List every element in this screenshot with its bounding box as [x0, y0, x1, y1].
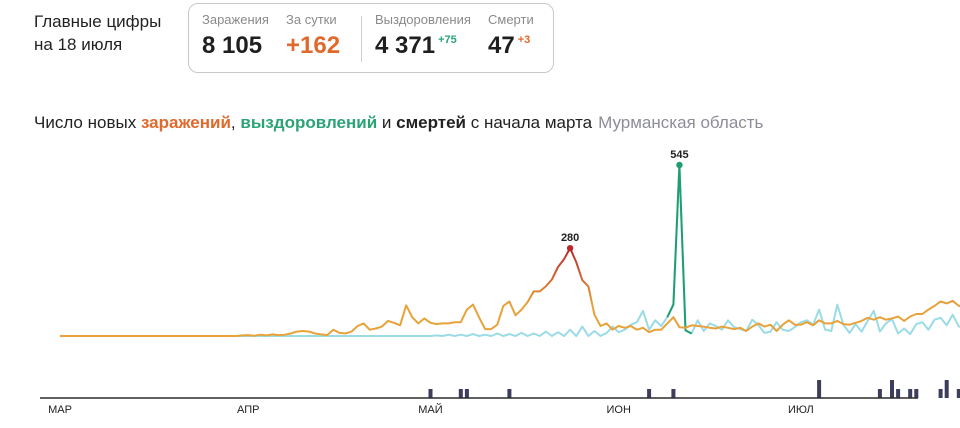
deaths-bar: [458, 389, 463, 398]
stats-divider: [361, 16, 362, 62]
stat-infections: Заражения 8 105: [202, 12, 269, 60]
peak-marker: [566, 244, 574, 252]
stat-deaths-value: 47: [488, 32, 515, 59]
deaths-bar: [956, 389, 960, 398]
deaths-bar: [890, 380, 894, 398]
series-infections-line: [60, 247, 960, 337]
deaths-bar: [877, 389, 882, 398]
covid-chart: МАРАПРМАЙИОНИЮЛ280545162753: [40, 149, 960, 416]
stat-recoveries: Выздоровления 4 371 +75: [375, 12, 471, 60]
chart-title-suffix: с начала марта: [466, 113, 593, 132]
stats-panel: Заражения 8 105 За сутки +162 Выздоровле…: [188, 3, 554, 73]
headline-title: Главные цифры: [34, 12, 162, 31]
deaths-bar: [908, 389, 913, 398]
stat-recoveries-row: 4 371 +75: [375, 32, 471, 60]
deaths-bar: [671, 389, 676, 398]
peak-label: 545: [670, 149, 688, 161]
deaths-bar: [938, 389, 943, 398]
x-tick-label: МАР: [48, 404, 72, 416]
deaths-bar: [817, 380, 822, 398]
x-tick-label: МАЙ: [418, 403, 442, 416]
stat-deaths-delta: +3: [517, 34, 531, 46]
region-label: Мурманская область: [598, 113, 764, 132]
headline: Главные цифры на 18 июля: [34, 10, 161, 56]
deaths-bar: [464, 389, 469, 398]
deaths-bar: [428, 389, 433, 398]
headline-date: на 18 июля: [34, 35, 123, 54]
x-tick-label: ИОН: [607, 404, 631, 416]
chart-title: Число новых заражений, выздоровлений и с…: [34, 113, 763, 133]
chart-title-sep2: и: [377, 113, 397, 132]
stat-deaths: Смерти 47 +3: [488, 12, 534, 60]
x-tick-label: АПР: [237, 404, 259, 416]
chart-title-sep1: ,: [230, 113, 241, 132]
stat-deaths-row: 47 +3: [488, 32, 534, 60]
stat-infections-label: Заражения: [202, 12, 269, 27]
deaths-bar: [647, 389, 652, 398]
deaths-bar: [944, 380, 949, 398]
deaths-bar: [896, 389, 901, 398]
stat-recoveries-delta: +75: [438, 34, 457, 46]
chart-title-infections: заражений: [140, 113, 231, 132]
deaths-bar: [507, 389, 512, 398]
series-recoveries-peak: [666, 164, 693, 335]
stat-infections-value: 8 105: [202, 32, 263, 59]
chart-title-prefix: Число новых: [34, 113, 141, 132]
peak-label: 280: [561, 232, 579, 244]
stat-deaths-label: Смерти: [488, 12, 534, 27]
chart-title-recoveries: выздоровлений: [240, 113, 378, 132]
stat-daily-value: +162: [286, 32, 341, 59]
deaths-bar: [914, 389, 919, 398]
x-tick-label: ИЮЛ: [788, 404, 814, 416]
stat-recoveries-value: 4 371: [375, 32, 436, 59]
stat-daily-label: За сутки: [286, 12, 337, 27]
chart-title-deaths: смертей: [396, 113, 467, 132]
peak-marker: [676, 161, 683, 169]
stat-daily: За сутки +162: [286, 12, 340, 60]
stat-recoveries-label: Выздоровления: [375, 12, 471, 27]
series-recoveries-line: [60, 164, 960, 337]
